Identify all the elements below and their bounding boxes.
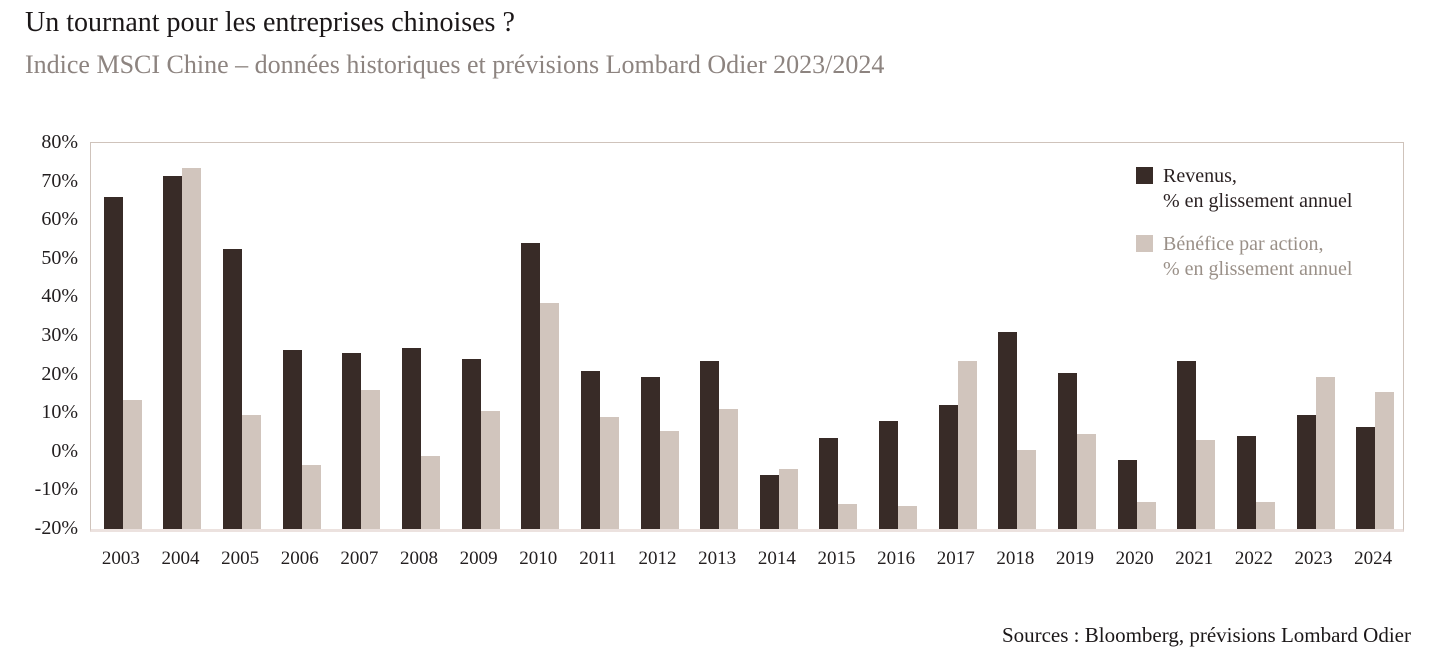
bar-revenus-2006 [282, 349, 302, 529]
x-tick-label-2009: 2009 [459, 548, 498, 569]
bar-benefice-2015 [838, 503, 858, 529]
legend-label-benefice-line1: Bénéfice par action, [1163, 233, 1324, 255]
bar-benefice-2006 [301, 465, 321, 529]
bar-benefice-2013 [719, 409, 739, 529]
bar-benefice-2020 [1136, 501, 1156, 529]
bar-revenus-2013 [700, 361, 720, 529]
legend-label-revenus-line1: Revenus, [1163, 165, 1237, 187]
legend-item-revenus: Revenus, % en glissement annuel [1136, 164, 1352, 214]
x-tick-label-2010: 2010 [519, 548, 558, 569]
x-tick-label-2006: 2006 [280, 548, 319, 569]
bar-benefice-2016 [898, 505, 918, 529]
bar-revenus-2008 [402, 347, 421, 529]
y-axis: 80% 70% 60% 50% 40% 30% 20% 10% 0% -10% -20% [14, 131, 78, 539]
x-tick-label-2013: 2013 [698, 548, 737, 569]
bar-revenus-2016 [879, 420, 899, 529]
bar-benefice-2009 [480, 411, 500, 529]
bar-revenus-2012 [640, 376, 660, 529]
legend: Revenus, % en glissement annuel Bénéfice … [1136, 164, 1352, 300]
bar-revenus-2010 [521, 243, 541, 529]
legend-label-benefice: Bénéfice par action, % en glissement annu… [1163, 232, 1352, 282]
bar-benefice-2004 [182, 168, 202, 529]
x-tick-label-2018: 2018 [996, 548, 1035, 569]
bar-benefice-2011 [599, 417, 619, 529]
bar-revenus-2014 [759, 474, 779, 529]
x-tick-label-2004: 2004 [161, 548, 200, 569]
bar-benefice-2012 [659, 430, 679, 529]
bar-benefice-2018 [1017, 449, 1037, 529]
y-tick-label-70: 70% [41, 169, 78, 192]
legend-item-benefice: Bénéfice par action, % en glissement annu… [1136, 232, 1352, 282]
bar-revenus-2017 [938, 405, 958, 529]
x-tick-label-2012: 2012 [638, 548, 677, 569]
bar-revenus-2018 [998, 332, 1018, 529]
x-tick-label-2003: 2003 [101, 548, 140, 569]
x-tick-label-2023: 2023 [1294, 548, 1333, 569]
bar-revenus-2024 [1356, 426, 1376, 529]
x-tick-label-2007: 2007 [340, 548, 379, 569]
x-tick-label-2008: 2008 [400, 548, 438, 569]
y-tick-label-80: 80% [41, 131, 78, 153]
x-tick-label-2014: 2014 [757, 548, 796, 569]
bar-revenus-2019 [1058, 372, 1077, 529]
bar-benefice-2019 [1077, 434, 1096, 529]
y-tick-label-40: 40% [41, 285, 78, 308]
bar-benefice-2007 [361, 390, 381, 529]
bar-revenus-2023 [1296, 415, 1316, 529]
page-title: Un tournant pour les entreprises chinois… [25, 7, 515, 38]
x-tick-label-2005: 2005 [221, 548, 260, 569]
x-axis: 2003 2004 2005 2006 2007 2008 2009 2010 2011 2012… [91, 548, 1403, 578]
bar-benefice-2017 [957, 361, 977, 529]
x-tick-label-2022: 2022 [1234, 548, 1273, 569]
x-tick-label-2016: 2016 [877, 548, 916, 569]
legend-label-revenus-line2: % en glissement annuel [1163, 190, 1353, 212]
y-tick-label-60: 60% [41, 208, 78, 231]
bar-benefice-2008 [421, 455, 440, 529]
revenus-swatch-icon [1136, 167, 1153, 184]
bar-benefice-2022 [1255, 501, 1275, 529]
bar-benefice-2003 [122, 399, 142, 529]
bar-benefice-2023 [1315, 376, 1335, 529]
bar-revenus-2009 [461, 359, 481, 529]
bar-revenus-2005 [223, 249, 243, 529]
x-tick-label-2020: 2020 [1115, 548, 1154, 569]
bar-revenus-2004 [163, 175, 183, 529]
x-tick-label-2015: 2015 [817, 548, 856, 569]
y-tick-label-30: 30% [41, 324, 78, 346]
y-tick-label-10: 10% [41, 401, 78, 424]
bar-benefice-2014 [778, 469, 798, 529]
bar-benefice-2024 [1375, 391, 1395, 529]
x-tick-label-2019: 2019 [1056, 548, 1094, 569]
bar-benefice-2005 [242, 415, 262, 529]
bar-revenus-2003 [103, 197, 123, 529]
plot-area [90, 142, 1404, 532]
x-tick-label-2021: 2021 [1175, 548, 1214, 569]
bar-revenus-2015 [819, 438, 839, 529]
y-tick-label-0: 0% [51, 439, 78, 462]
y-tick-label--10: -10% [34, 478, 78, 501]
bar-revenus-2022 [1236, 436, 1256, 529]
bar-revenus-2020 [1117, 459, 1137, 529]
bar-revenus-2011 [580, 370, 600, 529]
y-tick-label-20: 20% [41, 362, 78, 385]
page-subtitle: Indice MSCI Chine – données historiques … [25, 50, 885, 79]
y-tick-label--20: -20% [34, 517, 78, 539]
bar-benefice-2021 [1196, 440, 1216, 529]
legend-label-benefice-line2: % en glissement annuel [1163, 258, 1353, 280]
bar-benefice-2010 [540, 303, 560, 529]
x-tick-label-2024: 2024 [1354, 548, 1393, 569]
bar-revenus-2021 [1177, 361, 1197, 529]
sources-note: Sources : Bloomberg, prévisions Lombard … [1001, 623, 1411, 647]
y-tick-label-50: 50% [41, 246, 78, 269]
legend-label-revenus: Revenus, % en glissement annuel [1163, 164, 1352, 214]
x-tick-label-2017: 2017 [936, 548, 975, 569]
bar-revenus-2007 [342, 353, 362, 529]
x-tick-label-2011: 2011 [579, 548, 617, 569]
benefice-swatch-icon [1136, 235, 1153, 252]
